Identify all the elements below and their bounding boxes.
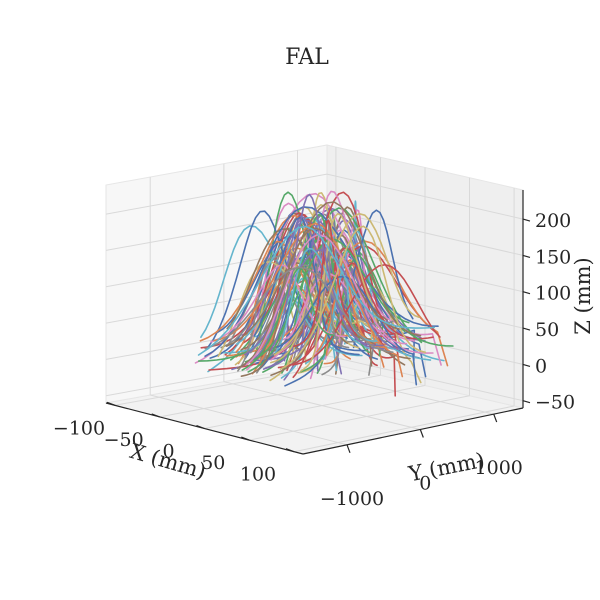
z-gridline (105, 173, 328, 215)
trajectory-line (300, 212, 378, 372)
y-tick-label: −1000 (320, 488, 384, 510)
x-tick-label: 100 (240, 464, 276, 486)
trajectory-line (204, 266, 394, 354)
y-tick-mark (419, 429, 424, 438)
z-tick-mark (522, 363, 531, 367)
z-tick-mark (522, 254, 531, 258)
z-tick-label: 100 (535, 283, 571, 305)
z-tick-label: −50 (535, 392, 575, 414)
trajectories (194, 190, 454, 397)
y-tick-label: 1000 (475, 457, 523, 479)
trajectory-line (241, 266, 335, 371)
z-tick-mark (522, 400, 531, 404)
trajectory-line (270, 193, 384, 352)
z-axis-label: Z (mm) (571, 257, 595, 334)
z-gridline (326, 355, 524, 402)
trajectory-line (236, 227, 401, 370)
trajectory-line (225, 201, 422, 348)
trajectory-line (279, 225, 427, 371)
trajectory-line (253, 216, 360, 356)
x-gridline (204, 385, 426, 429)
trajectory-line (269, 276, 360, 364)
x-tick-mark (196, 424, 205, 430)
trajectory-line (204, 206, 439, 358)
trajectory-line (197, 225, 436, 356)
x-tick-label: −50 (104, 429, 144, 451)
trajectory-line (276, 275, 418, 386)
y-axis-line (302, 407, 524, 455)
z-tick-mark (522, 218, 531, 222)
z-tick-mark (522, 327, 531, 331)
x-tick-label: 50 (201, 452, 225, 474)
x-tick-label: 0 (162, 441, 174, 463)
z-tick-mark (522, 291, 531, 295)
y-axis-label: Y (mm) (406, 448, 487, 486)
trajectory-line (249, 264, 394, 354)
x-tick-mark (241, 436, 250, 441)
x-tick-mark (106, 401, 116, 406)
trajectory-line (252, 238, 454, 361)
x-gridline (249, 395, 470, 441)
x-tick-mark (151, 413, 160, 418)
trajectory-line (313, 220, 350, 349)
x-gridline (114, 364, 336, 406)
trajectory-line (245, 234, 408, 366)
x-gridline (293, 405, 515, 453)
trajectory-line (293, 219, 358, 348)
z-tick-label: 200 (535, 210, 571, 232)
x-tick-label: −100 (53, 417, 105, 439)
trajectory-line (251, 267, 332, 375)
trajectory-line (273, 212, 420, 356)
trajectory-line (270, 273, 434, 361)
z-tick-label: 50 (535, 319, 559, 341)
x-gridline (159, 374, 381, 418)
y-gridline (223, 381, 421, 430)
trajectory-line (206, 210, 369, 352)
x-tick-mark (285, 448, 295, 453)
z-tick-label: 150 (535, 246, 571, 268)
z-gridline (326, 173, 524, 220)
trajectory-line (224, 212, 397, 356)
y-tick-mark (493, 413, 498, 423)
y-tick-mark (346, 444, 351, 454)
y-gridline (150, 394, 348, 446)
chart-title: FAL (285, 45, 329, 70)
z-tick-label: 0 (535, 355, 547, 377)
y-tick-label: 0 (419, 473, 431, 495)
trajectory-line (284, 209, 414, 387)
